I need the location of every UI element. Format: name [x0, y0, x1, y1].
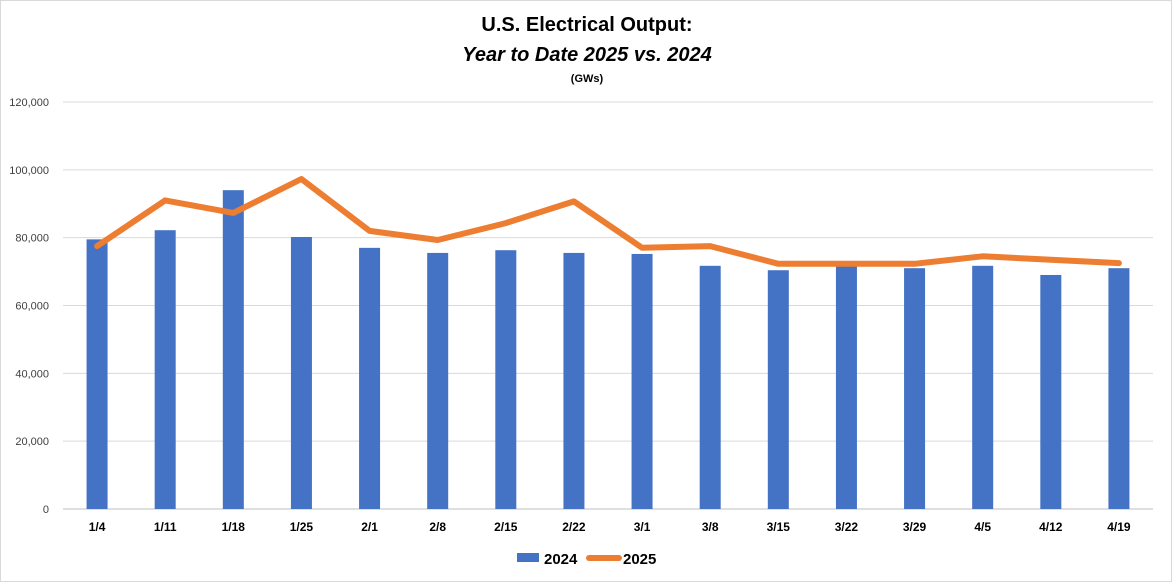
legend: 2024 2025 — [517, 551, 656, 568]
x-tick-label: 2/15 — [494, 520, 518, 534]
legend-swatch-2024 — [517, 553, 539, 562]
x-tick-label: 2/8 — [429, 520, 446, 534]
x-axis: 1/4 1/11 1/18 1/25 2/1 2/8 2/15 2/22 3/1 3/8 3/15 3… — [89, 520, 1131, 534]
bar-2024 — [154, 230, 176, 509]
y-axis: 0 20,000 40,000 60,000 80,000 100,000 120,000 — [9, 97, 49, 516]
bar-2024 — [563, 252, 585, 509]
x-tick-label: 4/12 — [1039, 520, 1063, 534]
gridlines — [63, 101, 1153, 510]
y-tick-label: 80,000 — [15, 233, 49, 245]
x-tick-label: 1/11 — [154, 520, 177, 534]
x-tick-label: 3/29 — [903, 520, 927, 534]
chart-subtitle: Year to Date 2025 vs. 2024 — [462, 44, 711, 66]
y-tick-label: 60,000 — [15, 301, 49, 313]
x-tick-label: 3/15 — [767, 520, 791, 534]
bar-2024 — [86, 239, 108, 510]
bar-2024 — [495, 250, 517, 510]
x-tick-label: 2/1 — [361, 520, 378, 534]
x-tick-label: 1/4 — [89, 520, 106, 534]
y-tick-label: 20,000 — [15, 436, 49, 448]
bar-2024 — [290, 236, 312, 509]
bar-2024 — [222, 190, 244, 509]
y-tick-label: 40,000 — [15, 368, 49, 380]
bar-2024 — [427, 252, 449, 509]
bar-2024 — [904, 268, 926, 509]
x-tick-label: 3/22 — [835, 520, 859, 534]
y-tick-label: 100,000 — [9, 165, 49, 177]
x-tick-label: 3/1 — [634, 520, 651, 534]
x-tick-label: 2/22 — [562, 520, 586, 534]
y-tick-label: 0 — [43, 504, 49, 516]
x-tick-label: 4/5 — [974, 520, 991, 534]
x-tick-label: 1/25 — [290, 520, 314, 534]
bar-2024 — [767, 270, 789, 509]
x-tick-label: 3/8 — [702, 520, 719, 534]
legend-label-2024: 2024 — [544, 551, 578, 568]
bar-2024 — [1040, 274, 1062, 509]
bar-series — [86, 190, 1130, 510]
bar-2024 — [699, 265, 721, 509]
y-tick-label: 120,000 — [9, 97, 49, 109]
legend-label-2025: 2025 — [623, 551, 656, 568]
x-tick-label: 4/19 — [1107, 520, 1131, 534]
chart-units: (GWs) — [571, 73, 604, 85]
bar-2024 — [972, 265, 994, 509]
bar-2024 — [359, 247, 381, 509]
x-tick-label: 1/18 — [222, 520, 246, 534]
chart-title: U.S. Electrical Output: — [481, 14, 692, 36]
bar-2024 — [631, 253, 653, 509]
line-2025 — [94, 176, 1122, 267]
line-series — [94, 176, 1122, 267]
bar-2024 — [1108, 268, 1130, 509]
bar-2024 — [835, 265, 857, 509]
